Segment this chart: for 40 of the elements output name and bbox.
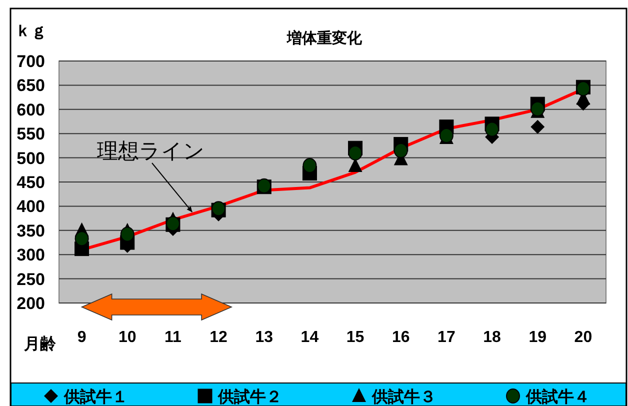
point: [394, 143, 408, 158]
y-tick-label: 500: [16, 148, 45, 168]
legend-label: 供試牛４: [525, 387, 590, 406]
y-tick-label: 300: [16, 246, 45, 265]
point: [74, 231, 89, 246]
x-tick-label: 16: [392, 329, 410, 346]
x-tick-label: 14: [300, 329, 319, 346]
point: [348, 145, 362, 160]
y-tick-label: 350: [16, 221, 45, 240]
legend-label: 供試牛１: [63, 387, 128, 406]
point: [120, 226, 134, 242]
legend-label: 供試牛３: [371, 387, 436, 406]
y-tick-label: 550: [16, 124, 45, 144]
y-tick-label: 450: [16, 173, 45, 192]
x-tick-label: 15: [346, 329, 364, 346]
x-tick-label: 18: [483, 329, 502, 346]
x-tick-label: 9: [77, 329, 86, 346]
x-axis-title: 月齢: [23, 334, 57, 353]
chart-title: 増体重変化: [286, 29, 363, 47]
text: 理想ライン: [97, 139, 205, 163]
point: [348, 158, 362, 172]
y-tick-label: 250: [16, 270, 45, 289]
x-tick-label: 17: [438, 329, 456, 346]
y-tick-label: 700: [16, 52, 45, 71]
y-tick-label: 400: [16, 197, 45, 216]
x-tick-label: 13: [255, 329, 274, 346]
point: [302, 158, 317, 174]
point: [485, 122, 500, 137]
y-tick-label: 600: [16, 100, 45, 120]
point: [530, 120, 545, 134]
y-tick-label: 650: [16, 76, 45, 96]
x-tick-label: 20: [574, 329, 592, 346]
x-tick-label: 19: [528, 329, 547, 346]
y-axis-title: ｋｇ: [15, 21, 47, 40]
x-tick-label: 11: [164, 329, 182, 346]
x-tick-label: 12: [210, 329, 228, 346]
x-tick-label: 10: [118, 329, 136, 346]
legend-label: 供試牛２: [217, 387, 282, 406]
point: [530, 101, 545, 116]
y-tick-label: 200: [16, 294, 45, 313]
